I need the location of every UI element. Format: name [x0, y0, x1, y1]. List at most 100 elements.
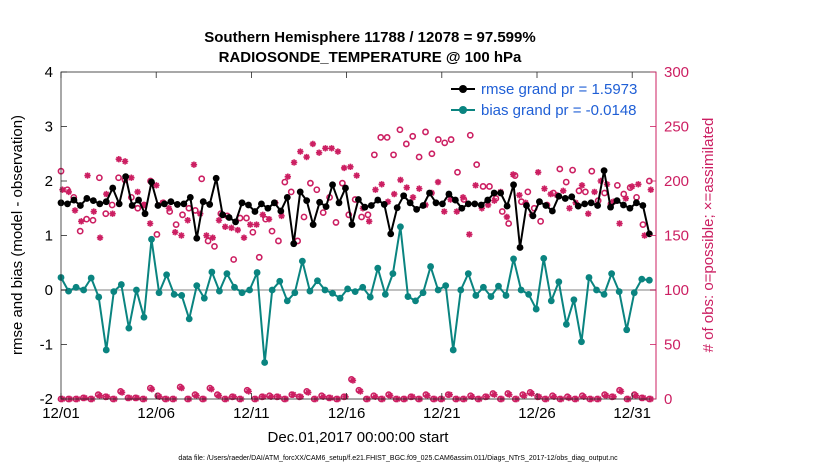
obs-possible-marker — [211, 242, 218, 250]
obs-assimilated-low-marker — [275, 393, 282, 401]
obs-possible-marker — [249, 228, 257, 236]
bias-point — [238, 289, 246, 297]
bias-point — [231, 283, 238, 291]
obs-assimilated-marker — [165, 205, 173, 212]
rmse-point — [258, 200, 265, 208]
obs-assimilated-marker — [128, 174, 135, 181]
rmse-point — [503, 202, 511, 210]
obs-assimilated-low-marker — [550, 393, 558, 401]
bias-point — [253, 269, 261, 276]
obs-assimilated-low-marker — [178, 384, 185, 392]
axis-ticks: 12/01 12/06 12/11 12/16 12/21 12/26 12/31 -2 -1 0… — [40, 64, 689, 422]
bias-point — [306, 287, 314, 295]
obs-assimilated-marker — [491, 197, 498, 204]
obs-assimilated-marker — [309, 140, 317, 148]
bias-point — [72, 283, 80, 291]
obs-assimilated-low-marker — [506, 391, 513, 398]
y2-tick-label: 0 — [664, 391, 672, 408]
y2-tick-label: 250 — [664, 119, 689, 136]
obs-assimilated-marker — [115, 156, 123, 163]
obs-possible-marker — [319, 209, 327, 217]
bias-point — [510, 255, 517, 263]
obs-assimilated-marker — [409, 194, 417, 201]
bias-point — [638, 275, 646, 283]
obs-possible-marker — [422, 128, 429, 136]
obs-assimilated-marker — [71, 207, 79, 214]
obs-possible-marker — [556, 165, 564, 173]
rmse-point — [89, 197, 97, 205]
obs-possible-marker — [390, 151, 397, 159]
obs-assimilated-low-marker — [245, 388, 252, 395]
rmse-point — [613, 197, 621, 205]
bias-point — [479, 283, 487, 291]
rmse-point — [574, 202, 582, 210]
y-tick-label: 0 — [45, 282, 53, 299]
rmse-point — [245, 201, 252, 209]
obs-assimilated-low-marker — [424, 392, 431, 399]
rmse-point — [626, 204, 634, 212]
obs-assimilated-low-marker — [565, 394, 573, 402]
obs-assimilated-marker — [265, 215, 273, 223]
rmse-point — [115, 200, 123, 208]
bias-point — [449, 346, 457, 354]
obs-assimilated-low-marker — [81, 394, 89, 402]
bias-point — [359, 283, 367, 291]
obs-possible-marker — [134, 204, 142, 212]
obs-assimilated-low-marker — [103, 393, 111, 401]
x-tick-label: 12/16 — [328, 405, 366, 422]
rmse-point — [523, 202, 530, 209]
rmse-point — [458, 204, 466, 212]
obs-assimilated-low-marker — [521, 392, 528, 399]
obs-assimilated-marker — [171, 229, 179, 236]
obs-assimilated-marker — [228, 224, 235, 232]
obs-possible-marker — [486, 183, 493, 190]
obs-possible-marker — [613, 181, 621, 189]
obs-assimilated-low-marker — [297, 393, 305, 401]
obs-possible-marker — [338, 179, 346, 187]
obs-possible-marker — [153, 231, 161, 238]
obs-possible-marker — [396, 126, 404, 134]
obs-assimilated-marker — [453, 208, 461, 215]
bias-point — [344, 285, 352, 293]
bias-point — [374, 264, 382, 272]
obs-assimilated-marker — [303, 153, 310, 161]
x-tick-label: 12/11 — [233, 405, 269, 422]
obs-possible-marker — [364, 211, 372, 219]
bias-point — [148, 235, 155, 243]
obs-assimilated-marker — [247, 221, 254, 228]
obs-assimilated-marker — [534, 169, 542, 176]
y2-tick-label: 50 — [664, 337, 681, 354]
obs-possible-marker — [89, 216, 97, 224]
bias-series — [57, 223, 653, 366]
legend-bias-marker — [459, 106, 467, 114]
bias-point — [608, 270, 616, 278]
bias-point — [246, 286, 253, 294]
bias-point — [555, 278, 563, 286]
obs-assimilated-marker — [240, 234, 248, 241]
obs-assimilated-low-marker — [386, 392, 394, 399]
y-tick-label: 1 — [45, 228, 53, 245]
chart-title-line-2: RADIOSONDE_TEMPERATURE @ 100 hPa — [219, 49, 522, 66]
obs-possible-marker — [428, 150, 436, 158]
legend: rmse grand pr = 1.5973 bias grand pr = -… — [446, 78, 642, 124]
bias-point — [110, 288, 118, 296]
obs-assimilated-marker — [253, 221, 260, 228]
obs-assimilated-marker — [290, 159, 298, 166]
obs-assimilated-marker — [353, 172, 360, 179]
y2-tick-label: 100 — [664, 282, 689, 299]
bias-point — [600, 290, 608, 298]
rmse-point — [303, 197, 311, 205]
bias-point — [170, 290, 178, 298]
rmse-point — [464, 200, 472, 208]
bias-point — [261, 359, 269, 366]
rmse-point — [148, 178, 155, 186]
rmse-point — [283, 193, 291, 201]
obs-assimilated-marker — [334, 148, 342, 155]
obs-assimilated-marker — [466, 231, 473, 238]
obs-assimilated-marker — [297, 148, 304, 155]
rmse-point — [633, 199, 640, 207]
bias-point — [532, 305, 540, 313]
obs-assimilated-low-marker — [96, 392, 103, 399]
rmse-point — [309, 221, 317, 229]
rmse-point — [180, 200, 188, 208]
